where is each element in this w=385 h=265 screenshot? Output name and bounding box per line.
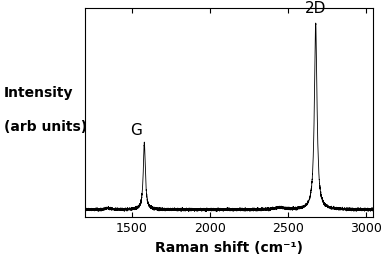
Text: Intensity: Intensity: [4, 86, 74, 100]
Text: (arb units): (arb units): [4, 120, 87, 134]
Text: G: G: [130, 123, 142, 138]
Text: 2D: 2D: [305, 1, 326, 16]
X-axis label: Raman shift (cm⁻¹): Raman shift (cm⁻¹): [155, 241, 303, 255]
